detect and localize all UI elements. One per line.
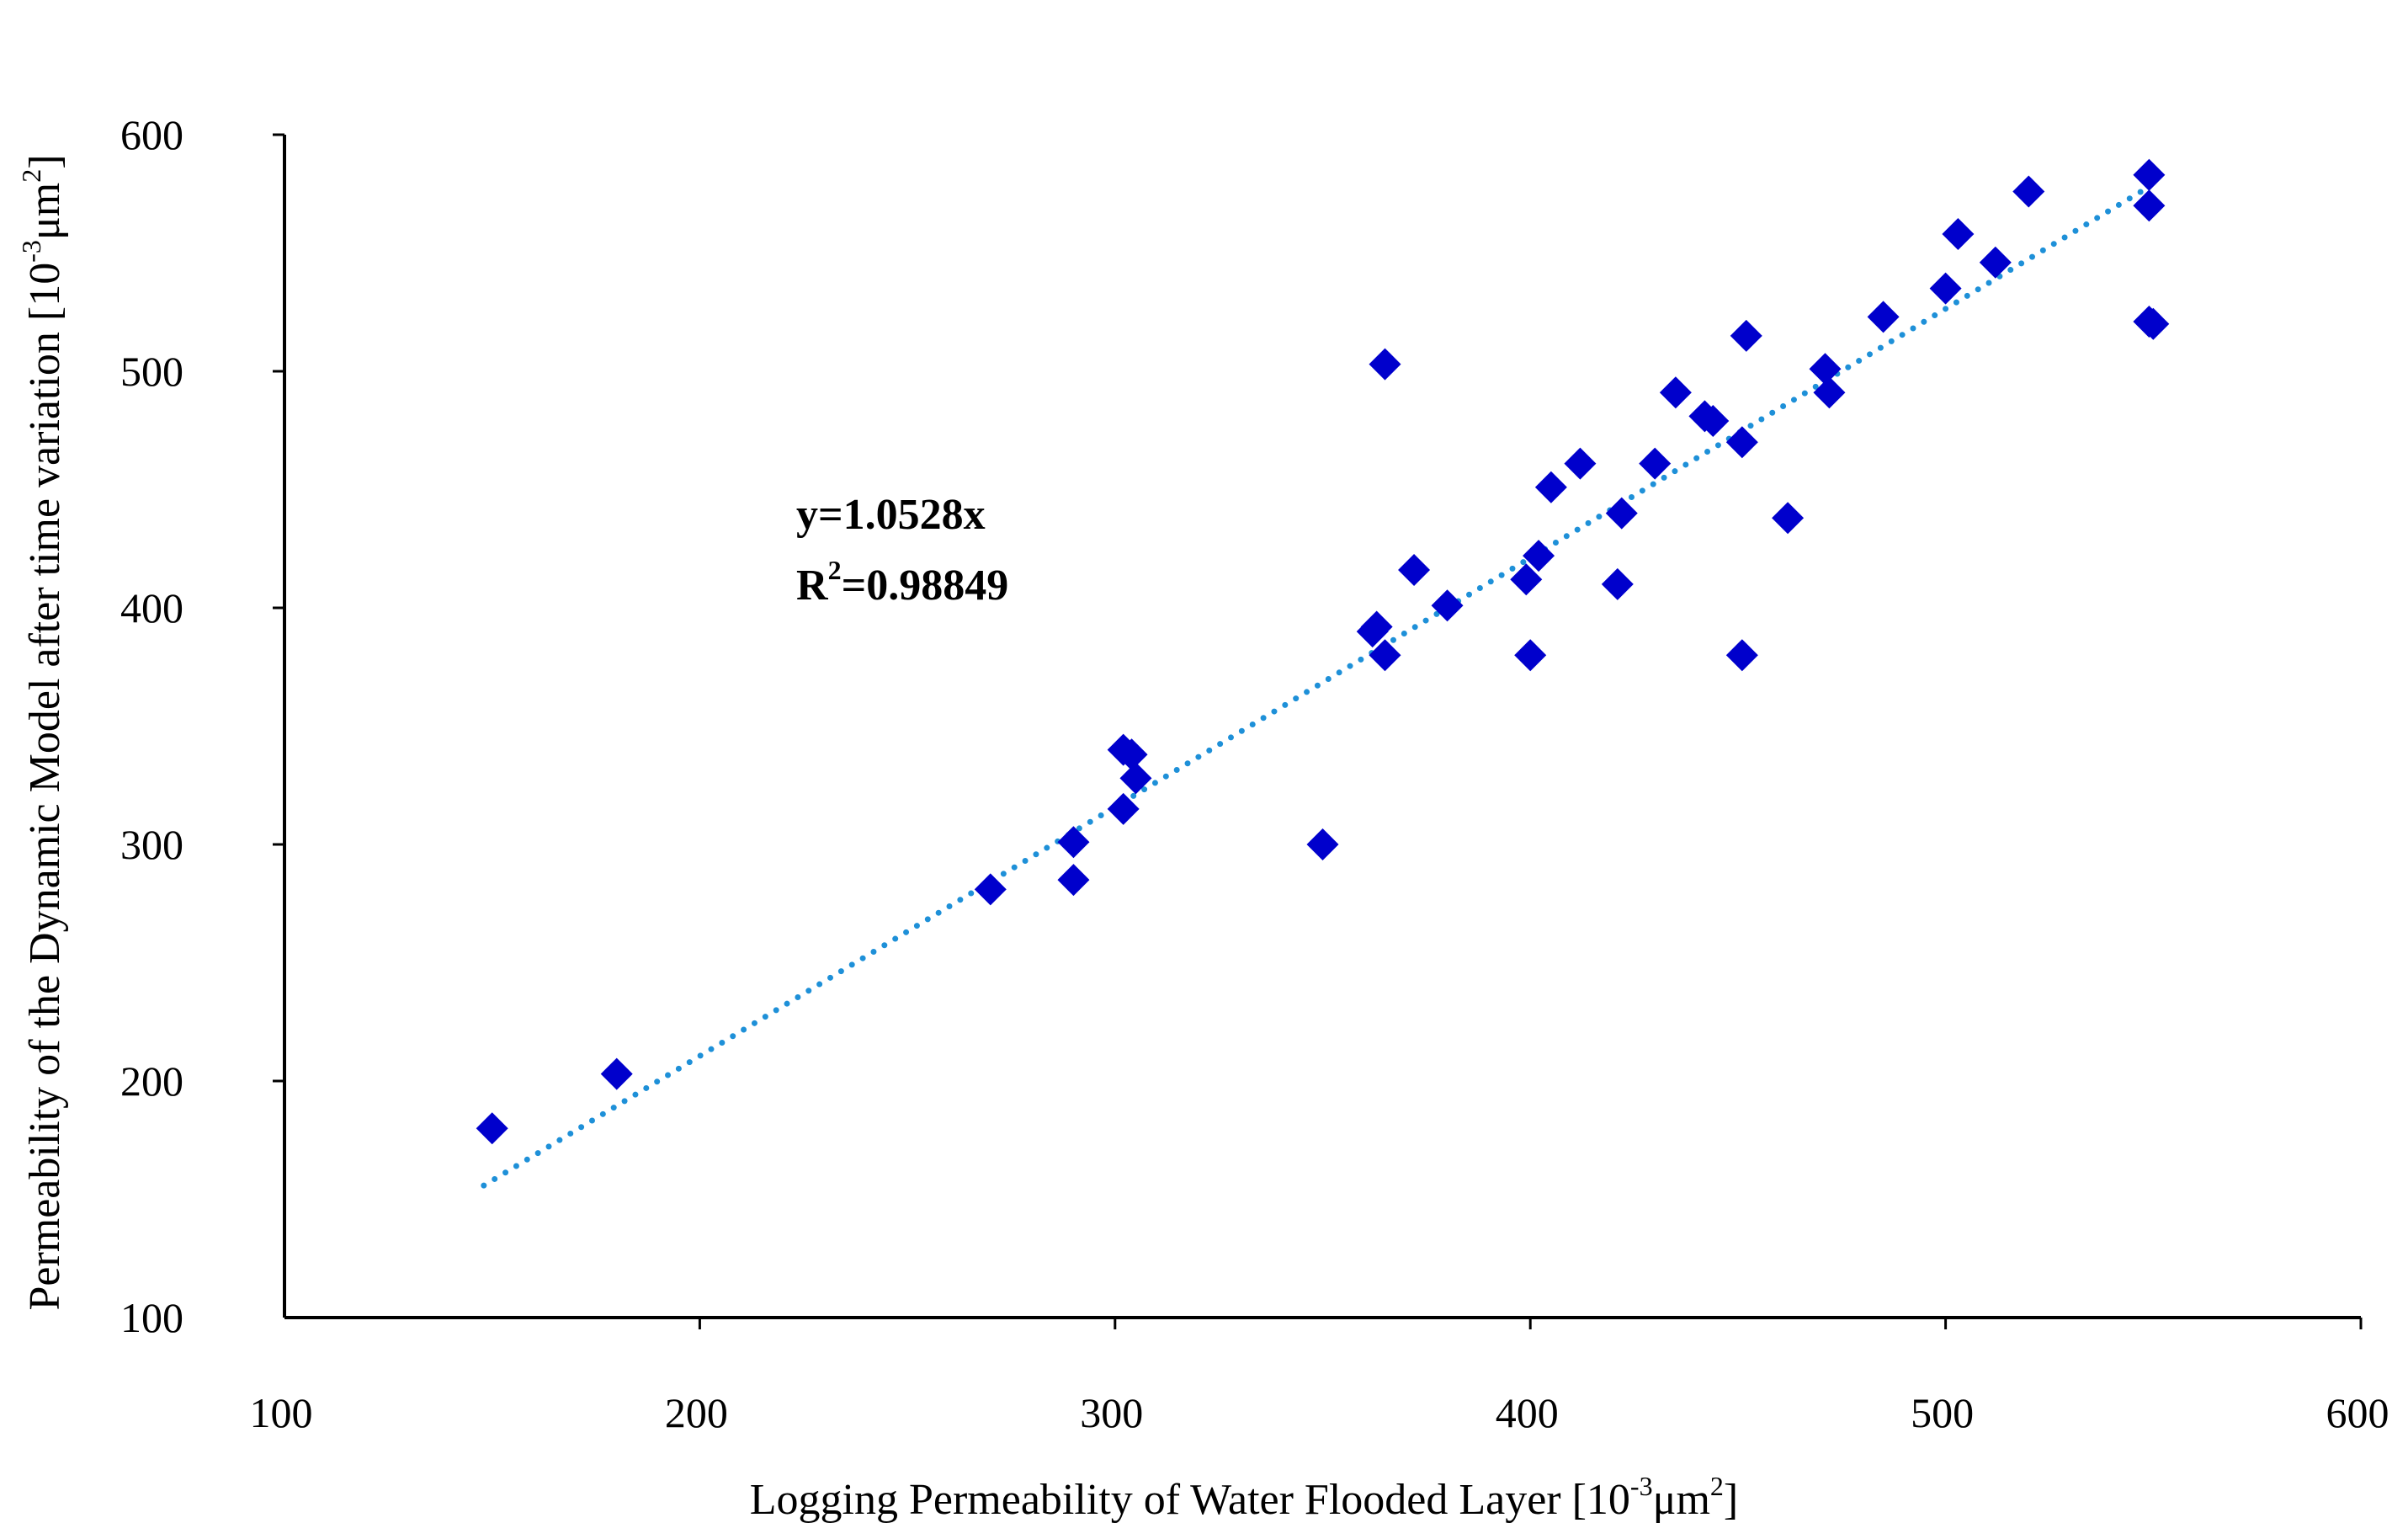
x-tick-label: 600 [2326,1389,2389,1436]
data-point [1697,405,1730,438]
data-point [2012,175,2045,208]
data-point [1867,301,1900,333]
data-point [1119,762,1152,795]
data-point [2137,307,2170,340]
data-point [1601,567,1634,600]
x-axis-ticks: 100 200 300 400 500 600 [250,1318,2389,1436]
data-point [1057,826,1090,859]
y-tick-label: 600 [120,111,183,158]
data-point [1057,864,1090,897]
equation-label: y=1.0528x [796,491,986,539]
x-tick-label: 500 [1911,1389,1974,1436]
y-tick-label: 100 [120,1294,183,1341]
data-point [1398,554,1431,587]
trendline [481,184,2152,1189]
data-point [1107,792,1140,825]
trendline-group [481,184,2152,1189]
data-point [1979,246,2012,279]
data-point [1659,376,1692,409]
y-tick-label: 400 [120,584,183,631]
data-point [1772,502,1805,535]
y-tick-label: 500 [120,348,183,395]
x-tick-label: 400 [1496,1389,1559,1436]
x-tick-label: 200 [665,1389,728,1436]
data-point [1942,218,1975,251]
data-point [1306,828,1339,860]
x-axis-title: Logging Permeability of Water Flooded La… [750,1471,1738,1524]
data-point [974,873,1007,906]
data-point [1431,589,1464,622]
data-point [476,1112,508,1145]
r-squared-label: R2=0.98849 [796,555,1008,610]
y-axis-ticks: 100 200 300 400 500 600 [120,111,284,1341]
data-point [1510,563,1543,596]
data-point [1534,471,1567,503]
x-tick-label: 300 [1080,1389,1143,1436]
y-axis-title: Permeability of the Dynamic Model after … [16,154,69,1310]
data-point [2133,158,2166,191]
data-point [1730,319,1762,352]
data-point [1115,738,1148,771]
data-point [1639,447,1672,480]
data-point [1514,639,1547,672]
x-tick-label: 100 [250,1389,313,1436]
data-point [1929,272,1962,305]
data-point [1360,610,1393,643]
data-point [1564,447,1597,480]
data-point [1369,639,1401,672]
data-point [1809,353,1842,386]
data-points [476,158,2170,1145]
data-point [1605,497,1638,530]
y-tick-label: 200 [120,1057,183,1105]
y-tick-label: 300 [120,821,183,868]
data-point [1725,426,1758,459]
data-point [600,1057,633,1090]
data-point [1369,348,1401,381]
data-point [2133,189,2166,222]
data-point [1523,540,1555,572]
data-point [1813,376,1846,409]
data-point [1725,639,1758,672]
